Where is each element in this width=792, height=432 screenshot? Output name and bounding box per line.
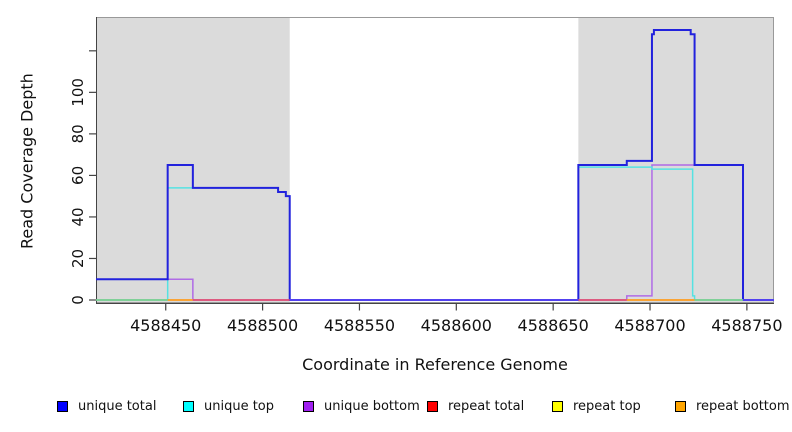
y-tick-label: 60 bbox=[69, 166, 87, 185]
series-line-unique-total bbox=[96, 29, 774, 301]
legend-label: repeat top bbox=[573, 398, 641, 414]
x-tick-label: 4588500 bbox=[227, 316, 298, 335]
y-tick-label: 40 bbox=[69, 207, 87, 226]
y-tick-label: 20 bbox=[69, 249, 87, 268]
y-tick-label: 80 bbox=[69, 124, 87, 143]
legend-item-repeat-total: repeat total bbox=[427, 398, 524, 414]
x-tick-label: 4588750 bbox=[711, 316, 782, 335]
legend-swatch-unique-bottom bbox=[303, 400, 314, 412]
legend-label: repeat bottom bbox=[696, 398, 790, 414]
coverage-plot-canvas: 0 20 40 60 80 100 4588450 4588500 4588550 4588600… bbox=[69, 17, 783, 335]
legend-swatch-repeat-total bbox=[427, 400, 438, 412]
x-tick-label: 4588700 bbox=[614, 316, 685, 335]
legend-item-unique-total: unique total bbox=[57, 398, 156, 414]
x-axis-title: Coordinate in Reference Genome bbox=[302, 355, 568, 374]
legend-item-repeat-top: repeat top bbox=[552, 398, 641, 414]
legend-label: repeat total bbox=[448, 398, 525, 414]
legend-swatch-repeat-bottom bbox=[675, 400, 686, 412]
y-tick-label: 100 bbox=[69, 78, 87, 107]
legend-label: unique bottom bbox=[324, 398, 420, 414]
legend-label: unique total bbox=[78, 398, 157, 414]
x-tick-label: 4588450 bbox=[130, 316, 201, 335]
legend-item-repeat-bottom: repeat bottom bbox=[675, 398, 790, 414]
legend-item-unique-top: unique top bbox=[183, 398, 274, 414]
y-tick-label: 0 bbox=[69, 295, 87, 305]
legend: unique total unique top unique bottom re… bbox=[0, 398, 792, 418]
x-tick-label: 4588650 bbox=[518, 316, 589, 335]
shaded-repeat-region-2 bbox=[578, 17, 774, 303]
legend-swatch-repeat-top bbox=[552, 400, 563, 412]
legend-label: unique top bbox=[204, 398, 275, 414]
shaded-repeat-region-1 bbox=[96, 17, 290, 303]
legend-item-unique-bottom: unique bottom bbox=[303, 398, 420, 414]
legend-swatch-unique-top bbox=[183, 400, 194, 412]
legend-swatch-unique-total bbox=[57, 400, 68, 412]
x-tick-label: 4588550 bbox=[324, 316, 395, 335]
x-tick-label: 4588600 bbox=[421, 316, 492, 335]
y-axis-title: Read Coverage Depth bbox=[17, 73, 37, 249]
